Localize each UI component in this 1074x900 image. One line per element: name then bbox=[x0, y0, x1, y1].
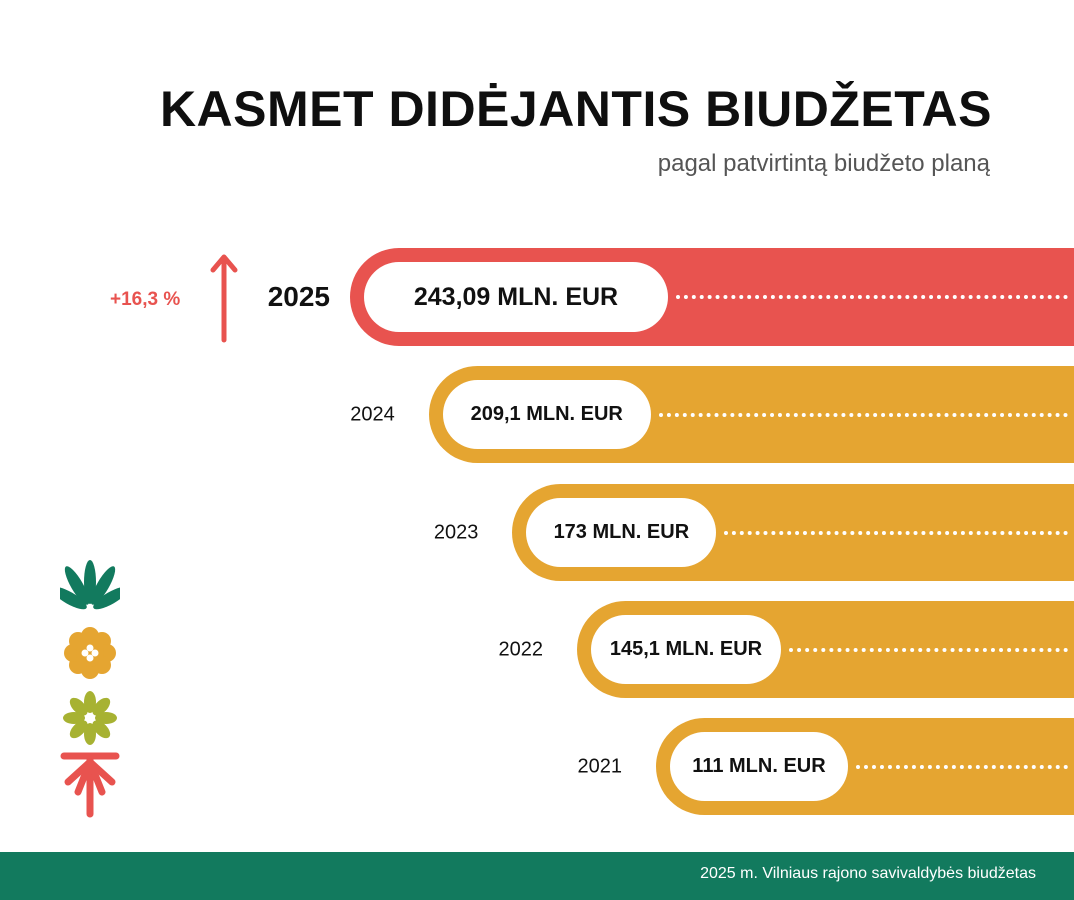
year-label-2022: 2022 bbox=[498, 638, 544, 660]
star-flower-icon bbox=[63, 691, 117, 745]
flower-icon bbox=[64, 627, 116, 679]
value-label-2024: 209,1 MLN. EUR bbox=[442, 380, 651, 449]
value-label-2023: 173 MLN. EUR bbox=[526, 498, 717, 567]
value-label-2021: 111 MLN. EUR bbox=[670, 732, 848, 801]
dotted-line-2022 bbox=[789, 647, 1068, 652]
footer-bar: 2025 m. Vilniaus rajono savivaldybės biu… bbox=[0, 852, 1074, 900]
arrow-burst-icon bbox=[60, 752, 120, 818]
dotted-line-2021 bbox=[856, 764, 1068, 769]
year-label-2024: 2024 bbox=[350, 403, 395, 425]
arrow-up-icon bbox=[210, 254, 238, 343]
footer-text: 2025 m. Vilniaus rajono savivaldybės biu… bbox=[700, 865, 1036, 882]
value-label-2025: 243,09 MLN. EUR bbox=[364, 262, 668, 332]
value-label-2022: 145,1 MLN. EUR bbox=[591, 615, 781, 684]
chart-subtitle: pagal patvirtintą biudžeto planą bbox=[657, 150, 990, 177]
growth-percent-label: +16,3 % bbox=[110, 289, 181, 310]
year-label-2023: 2023 bbox=[433, 521, 479, 543]
dotted-line-2023 bbox=[724, 530, 1068, 535]
dotted-line-2024 bbox=[658, 412, 1068, 417]
chart-title: KASMET DIDĖJANTIS BIUDŽETAS bbox=[159, 81, 992, 137]
dotted-line-2025 bbox=[676, 295, 1068, 299]
year-label-2025: 2025 bbox=[267, 281, 330, 312]
leaf-icon bbox=[60, 560, 120, 610]
year-label-2021: 2021 bbox=[577, 755, 623, 777]
